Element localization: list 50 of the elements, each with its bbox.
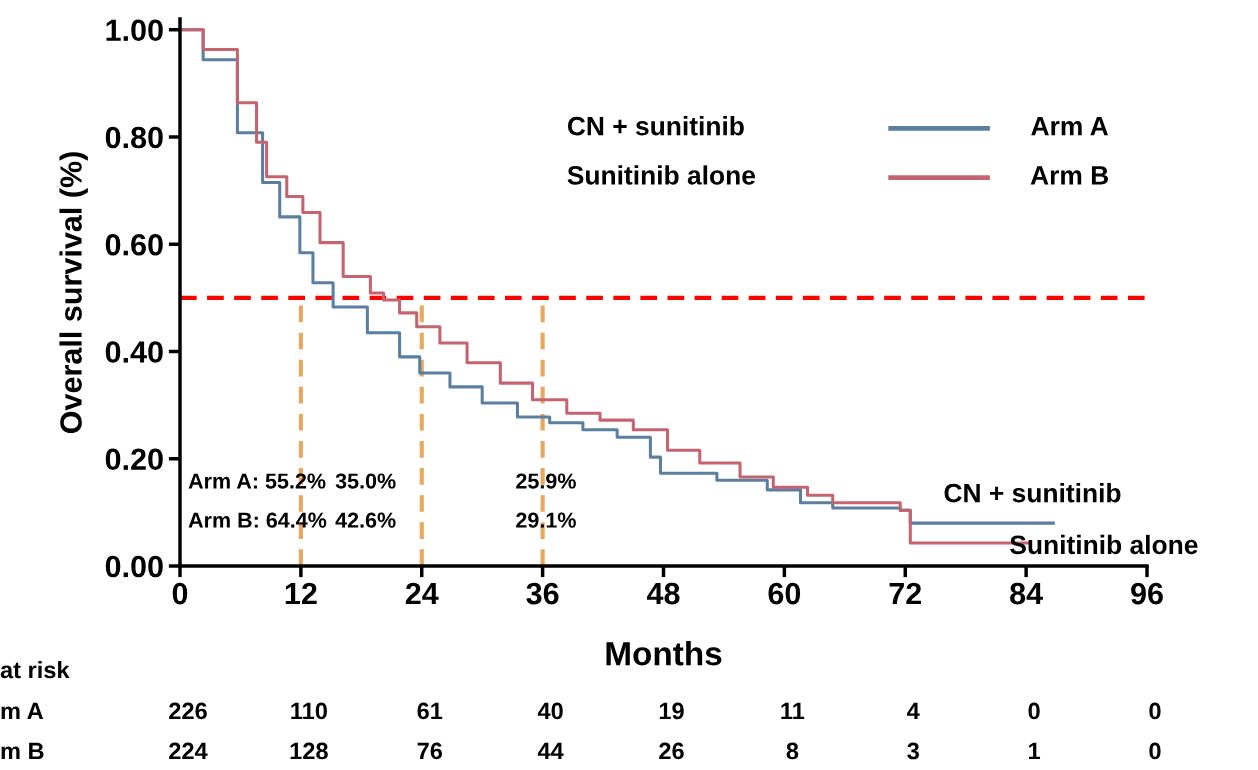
annotation: Arm A: 55.2% — [188, 473, 326, 489]
text: 76 — [417, 742, 443, 760]
y-tick-label: 0.60 — [105, 233, 163, 256]
text: 0 — [1149, 702, 1161, 720]
text: 0 — [1149, 742, 1161, 760]
annotation: Arm B: 64.4% — [188, 512, 327, 528]
text: m A — [1, 702, 44, 720]
text: 1 — [1029, 742, 1041, 760]
x-tick-label: 72 — [889, 582, 922, 605]
text: 40 — [537, 702, 563, 720]
text: 3 — [907, 742, 919, 760]
y-tick-label: 0.20 — [105, 448, 163, 471]
text: 11 — [781, 702, 805, 720]
text: 0 — [1028, 702, 1040, 720]
annotation: 25.9% — [516, 473, 576, 489]
text: 224 — [169, 742, 208, 760]
annotation: 29.1% — [516, 512, 576, 528]
x-tick-label: 36 — [526, 582, 559, 605]
x-tick-label: 0 — [172, 582, 188, 605]
legend-label: Arm A — [1031, 117, 1109, 136]
text: 61 — [417, 702, 443, 720]
text: 8 — [786, 742, 799, 760]
x-tick-label: 96 — [1131, 582, 1163, 605]
annotation: 42.6% — [335, 512, 396, 528]
annotation: Sunitinib alone — [567, 165, 756, 185]
x-tick-label: 24 — [405, 582, 439, 605]
x-tick-label: 84 — [1010, 582, 1043, 605]
legend-label: Arm B — [1030, 166, 1109, 185]
x-tick-label: 48 — [646, 582, 680, 605]
y-tick-label: 0.40 — [105, 341, 163, 363]
annotation: CN + sunitinib — [567, 116, 744, 136]
text: 226 — [169, 702, 207, 720]
text: 26 — [659, 742, 684, 760]
x-tick-label: 60 — [768, 582, 801, 605]
text: 128 — [290, 742, 328, 760]
text: 44 — [537, 742, 564, 760]
text: 110 — [291, 702, 327, 720]
y-tick-label: 1.00 — [106, 19, 163, 42]
x-tick-label: 12 — [285, 582, 317, 605]
text: 19 — [659, 702, 684, 720]
text: m B — [1, 742, 44, 760]
annotation: Sunitinib alone — [1010, 534, 1198, 555]
x-axis-title: Months — [606, 641, 722, 666]
annotation: CN + sunitinib — [944, 483, 1121, 503]
y-tick-label: 0.80 — [105, 126, 163, 149]
text: 4 — [907, 702, 920, 720]
y-axis-title: Overall survival (%) — [59, 152, 88, 434]
annotation: 35.0% — [335, 473, 396, 489]
y-tick-label: 0.00 — [105, 555, 163, 578]
text: at risk — [0, 660, 70, 679]
